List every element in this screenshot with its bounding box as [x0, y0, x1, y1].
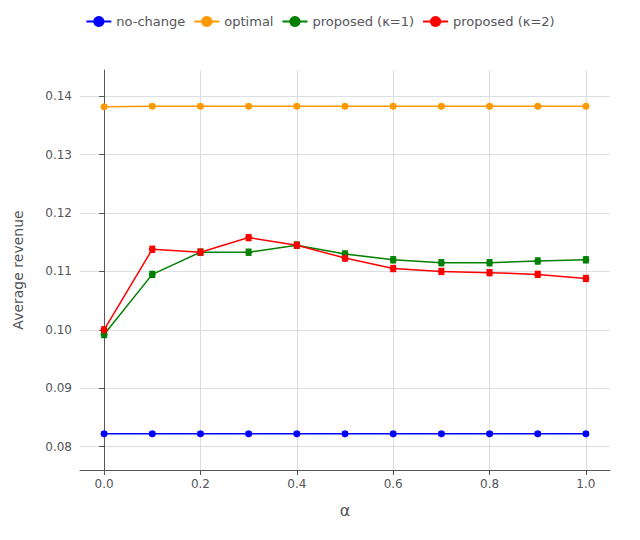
svg-text:0.8: 0.8	[480, 477, 499, 491]
svg-text:proposed (κ=1): proposed (κ=1)	[312, 14, 414, 29]
svg-text:α: α	[340, 501, 351, 520]
svg-text:1.0: 1.0	[576, 477, 595, 491]
svg-text:0.12: 0.12	[45, 206, 72, 220]
svg-text:0.09: 0.09	[45, 381, 72, 395]
svg-text:0.14: 0.14	[45, 89, 72, 103]
svg-text:0.11: 0.11	[45, 264, 72, 278]
svg-text:no-change: no-change	[116, 14, 185, 29]
svg-text:0.10: 0.10	[45, 323, 72, 337]
svg-text:0.08: 0.08	[45, 440, 72, 454]
svg-text:0.2: 0.2	[191, 477, 210, 491]
svg-text:Average revenue: Average revenue	[10, 210, 26, 329]
svg-text:proposed (κ=2): proposed (κ=2)	[453, 14, 555, 29]
svg-text:optimal: optimal	[224, 14, 273, 29]
svg-text:0.0: 0.0	[95, 477, 114, 491]
svg-text:0.13: 0.13	[45, 148, 72, 162]
svg-text:0.6: 0.6	[384, 477, 403, 491]
svg-text:0.4: 0.4	[287, 477, 306, 491]
